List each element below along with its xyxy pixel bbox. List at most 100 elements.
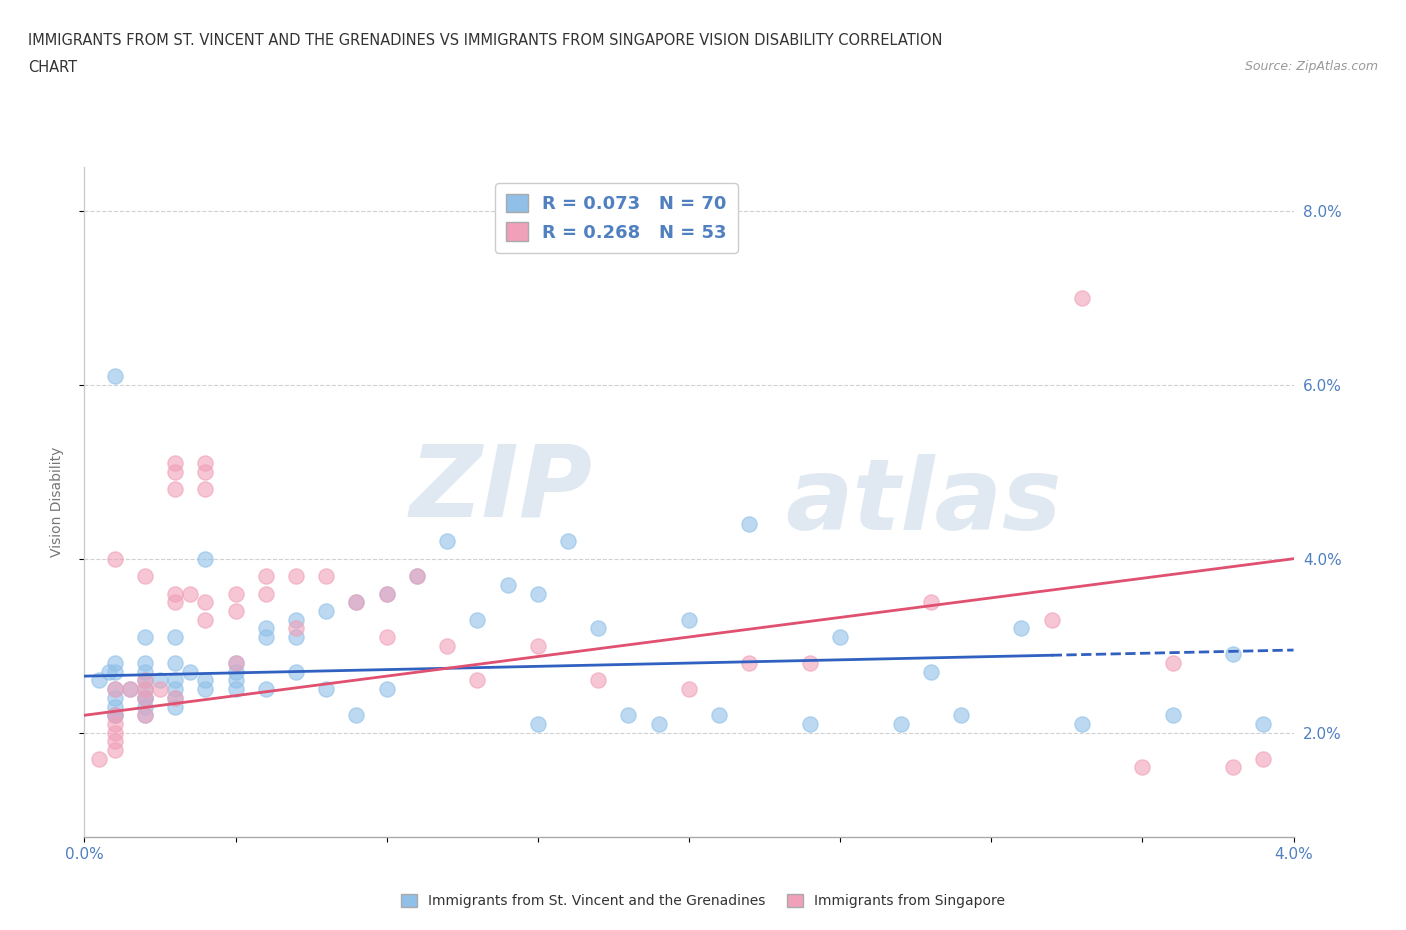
Point bbox=[285, 568, 308, 583]
Point bbox=[165, 656, 187, 671]
Point bbox=[134, 690, 156, 705]
Point bbox=[225, 586, 247, 601]
Point bbox=[149, 673, 172, 688]
Point bbox=[436, 638, 458, 653]
Point bbox=[406, 568, 429, 583]
Point bbox=[346, 595, 368, 610]
Point bbox=[496, 578, 519, 592]
Point bbox=[194, 482, 217, 497]
Point bbox=[467, 673, 489, 688]
Text: CHART: CHART bbox=[28, 60, 77, 75]
Legend: R = 0.073   N = 70, R = 0.268   N = 53: R = 0.073 N = 70, R = 0.268 N = 53 bbox=[495, 183, 738, 253]
Point bbox=[375, 586, 398, 601]
Point bbox=[134, 682, 156, 697]
Point bbox=[436, 534, 458, 549]
Point bbox=[134, 690, 156, 705]
Point bbox=[1011, 621, 1033, 636]
Point bbox=[1253, 716, 1275, 731]
Point bbox=[588, 621, 610, 636]
Point bbox=[920, 664, 942, 679]
Point bbox=[254, 568, 277, 583]
Point bbox=[346, 708, 368, 723]
Point bbox=[194, 612, 217, 627]
Point bbox=[709, 708, 731, 723]
Point bbox=[194, 456, 217, 471]
Point bbox=[588, 673, 610, 688]
Point bbox=[950, 708, 973, 723]
Point bbox=[254, 630, 277, 644]
Point bbox=[920, 595, 942, 610]
Point bbox=[315, 682, 337, 697]
Point bbox=[165, 690, 187, 705]
Point bbox=[165, 456, 187, 471]
Point bbox=[225, 656, 247, 671]
Point bbox=[1040, 612, 1063, 627]
Text: IMMIGRANTS FROM ST. VINCENT AND THE GRENADINES VS IMMIGRANTS FROM SINGAPORE VISI: IMMIGRANTS FROM ST. VINCENT AND THE GREN… bbox=[28, 33, 942, 47]
Point bbox=[97, 664, 120, 679]
Point bbox=[104, 708, 127, 723]
Point bbox=[375, 630, 398, 644]
Point bbox=[118, 682, 141, 697]
Point bbox=[104, 734, 127, 749]
Point bbox=[165, 482, 187, 497]
Point bbox=[104, 682, 127, 697]
Point bbox=[134, 673, 156, 688]
Point bbox=[1161, 656, 1184, 671]
Point bbox=[89, 673, 111, 688]
Point bbox=[104, 742, 127, 757]
Point bbox=[1161, 708, 1184, 723]
Text: Source: ZipAtlas.com: Source: ZipAtlas.com bbox=[1244, 60, 1378, 73]
Point bbox=[375, 682, 398, 697]
Point bbox=[738, 516, 761, 531]
Point bbox=[194, 551, 217, 566]
Point bbox=[134, 630, 156, 644]
Point bbox=[225, 664, 247, 679]
Point bbox=[1132, 760, 1154, 775]
Point bbox=[315, 568, 337, 583]
Point bbox=[134, 708, 156, 723]
Point bbox=[134, 664, 156, 679]
Point bbox=[799, 656, 821, 671]
Point bbox=[527, 586, 550, 601]
Legend: Immigrants from St. Vincent and the Grenadines, Immigrants from Singapore: Immigrants from St. Vincent and the Gren… bbox=[395, 889, 1011, 914]
Point bbox=[134, 682, 156, 697]
Point bbox=[118, 682, 141, 697]
Point bbox=[285, 621, 308, 636]
Point bbox=[1222, 647, 1244, 662]
Point bbox=[678, 682, 700, 697]
Point bbox=[738, 656, 761, 671]
Point bbox=[104, 708, 127, 723]
Point bbox=[1071, 716, 1094, 731]
Point bbox=[89, 751, 111, 766]
Point bbox=[1253, 751, 1275, 766]
Point bbox=[406, 568, 429, 583]
Point bbox=[830, 630, 852, 644]
Point bbox=[225, 682, 247, 697]
Text: atlas: atlas bbox=[786, 454, 1062, 551]
Point bbox=[179, 664, 201, 679]
Point bbox=[890, 716, 912, 731]
Point bbox=[104, 551, 127, 566]
Point bbox=[104, 690, 127, 705]
Y-axis label: Vision Disability: Vision Disability bbox=[49, 447, 63, 557]
Point bbox=[254, 586, 277, 601]
Point bbox=[678, 612, 700, 627]
Point bbox=[1071, 290, 1094, 305]
Point bbox=[104, 664, 127, 679]
Point bbox=[165, 464, 187, 479]
Point bbox=[104, 682, 127, 697]
Point bbox=[285, 630, 308, 644]
Point bbox=[225, 656, 247, 671]
Point bbox=[165, 690, 187, 705]
Point bbox=[315, 604, 337, 618]
Point bbox=[165, 630, 187, 644]
Point bbox=[104, 716, 127, 731]
Point bbox=[165, 699, 187, 714]
Point bbox=[179, 586, 201, 601]
Point bbox=[648, 716, 671, 731]
Point bbox=[254, 621, 277, 636]
Point bbox=[134, 708, 156, 723]
Point bbox=[375, 586, 398, 601]
Point bbox=[104, 656, 127, 671]
Point bbox=[527, 716, 550, 731]
